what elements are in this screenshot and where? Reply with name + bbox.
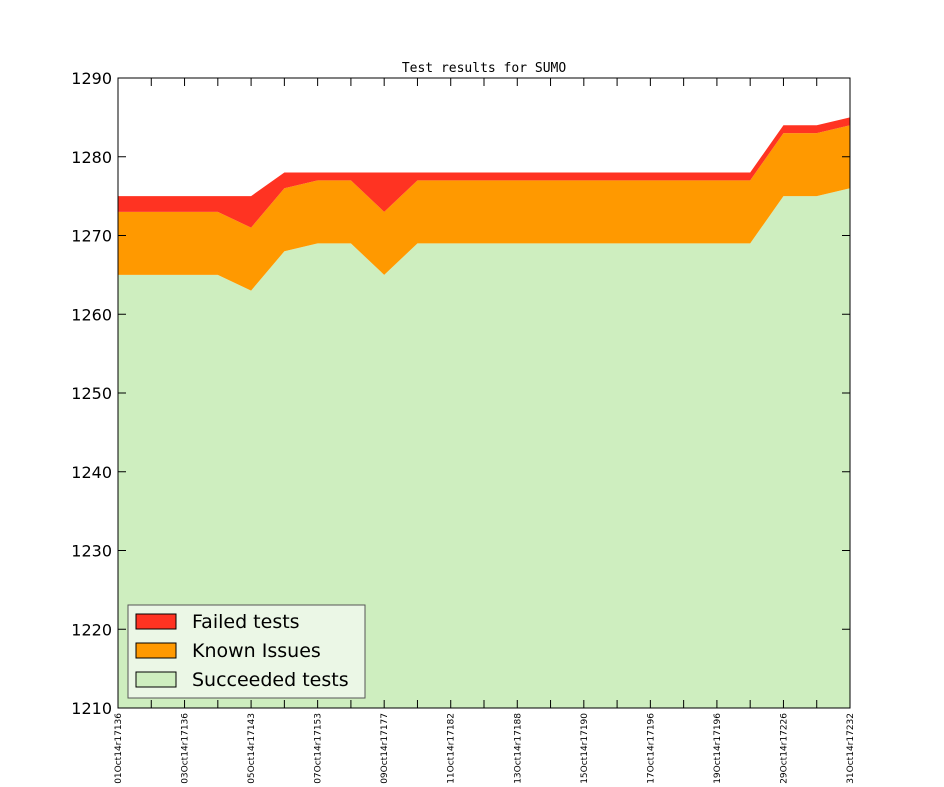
y-tick-label: 1250 xyxy=(71,384,112,403)
x-tick-label: 07Oct14r17153 xyxy=(314,713,324,784)
y-tick-label: 1210 xyxy=(71,699,112,718)
area xyxy=(118,117,850,228)
y-tick-label: 1240 xyxy=(71,463,112,482)
y-tick-label: 1220 xyxy=(71,620,112,639)
plot-frame xyxy=(117,77,851,709)
legend-label: Known Issues xyxy=(192,640,321,662)
area xyxy=(118,188,850,708)
y-tick-label: 1260 xyxy=(71,305,112,324)
axes: 1210 1220 1230 1240 1250 1260 1270 1280 1290 01Oc… xyxy=(71,69,856,784)
x-tick-label: 09Oct14r17177 xyxy=(380,713,390,784)
x-tick-label: 19Oct14r17196 xyxy=(713,713,723,784)
x-tick-label: 29Oct14r17226 xyxy=(779,713,789,784)
legend-swatch xyxy=(135,671,177,688)
y-tick-label: 1290 xyxy=(71,69,112,88)
y-tick-label: 1230 xyxy=(71,542,112,561)
x-tick-label: 03Oct14r17136 xyxy=(181,713,191,784)
y-tick-label: 1270 xyxy=(71,227,112,246)
areas xyxy=(118,117,850,708)
x-tick-label: 31Oct14r17232 xyxy=(846,713,856,784)
x-tick-label: 01Oct14r17136 xyxy=(114,713,124,784)
x-tick-label: 15Oct14r17190 xyxy=(580,713,590,784)
x-tick-label: 11Oct14r17182 xyxy=(447,713,457,784)
legend-label: Failed tests xyxy=(192,611,300,633)
x-tick-label: 05Oct14r17143 xyxy=(247,713,257,784)
legend-swatch xyxy=(135,613,177,630)
legend-label: Succeeded tests xyxy=(192,669,349,691)
area xyxy=(118,125,850,291)
x-tick-label: 13Oct14r17188 xyxy=(513,713,523,784)
y-tick-label: 1280 xyxy=(71,148,112,167)
x-tick-label: 17Oct14r17196 xyxy=(646,713,656,784)
chart-title: Test results for SUMO xyxy=(402,61,567,76)
legend-swatch xyxy=(135,642,177,659)
legend: Failed tests Known Issues Succeeded tests xyxy=(127,604,366,699)
